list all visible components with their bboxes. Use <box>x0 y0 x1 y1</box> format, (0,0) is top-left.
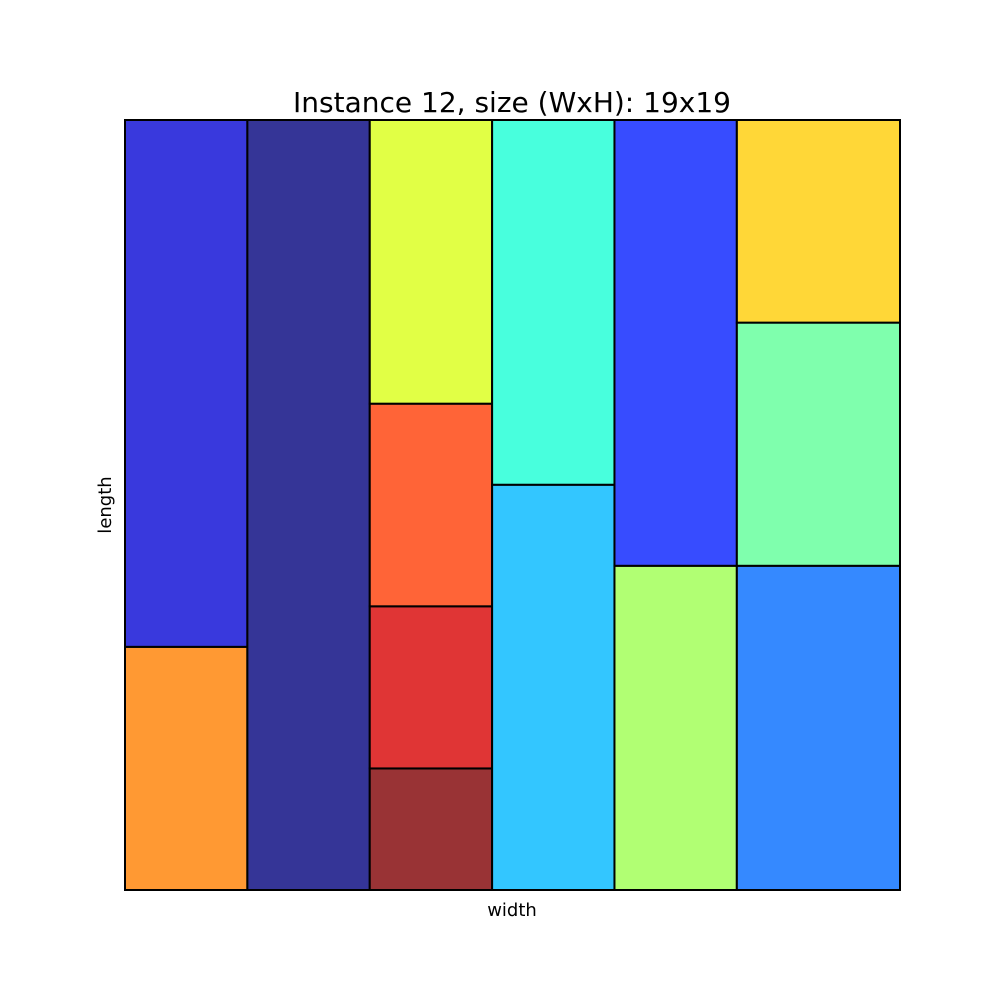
packed-rectangle-4 <box>368 767 494 891</box>
packed-rectangle-6 <box>368 402 494 608</box>
x-axis-label: width <box>487 900 537 921</box>
packed-rectangle-11 <box>613 119 738 567</box>
packed-rectangle-7 <box>368 119 494 405</box>
packed-rectangle-12 <box>735 564 902 891</box>
packed-rectangle-1 <box>124 645 249 892</box>
rectangles-layer <box>124 119 902 892</box>
chart-title: Instance 12, size (WxH): 19x19 <box>293 86 731 119</box>
packed-rectangle-9 <box>491 119 616 486</box>
plot-frame <box>124 119 901 891</box>
packed-rectangle-13 <box>735 321 902 567</box>
packed-rectangle-10 <box>613 564 738 891</box>
packed-rectangle-2 <box>124 119 249 648</box>
packed-rectangle-3 <box>246 119 371 891</box>
packed-rectangle-5 <box>368 605 494 770</box>
y-axis-label: length <box>95 476 116 533</box>
packed-rectangle-8 <box>491 483 616 891</box>
packed-rectangle-14 <box>735 119 902 324</box>
